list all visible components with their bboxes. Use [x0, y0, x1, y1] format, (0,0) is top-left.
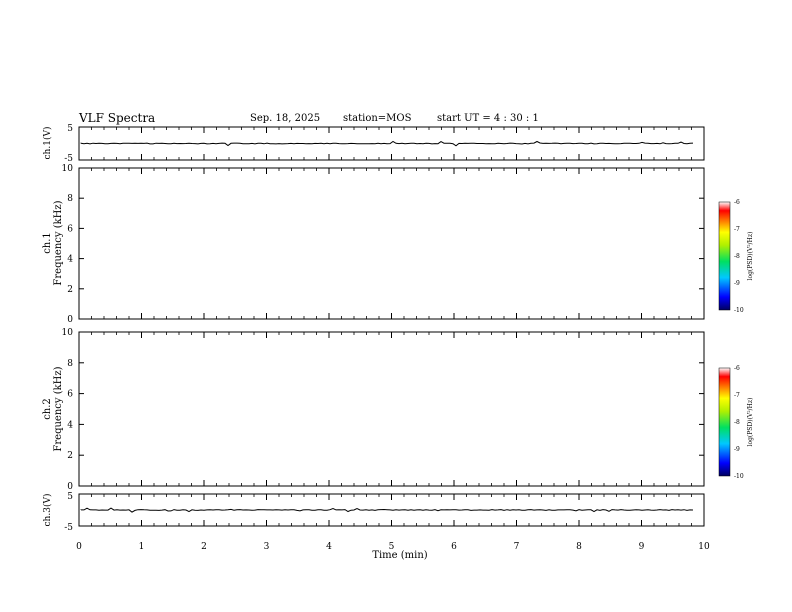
ch3-wave-ytick-bottom: -5	[64, 523, 73, 533]
ch1-spec-ylabel-freq: Frequency (kHz)	[53, 200, 64, 285]
ch1-waveform-trace	[80, 140, 694, 147]
ch2-colorbar-label: log(PSD)(V²/Hz)	[747, 398, 754, 447]
start-time-label: start UT = 4 : 30 : 1	[437, 113, 539, 124]
ytick-label: 2	[67, 285, 73, 295]
ch2-spec-ylabel-freq: Frequency (kHz)	[53, 366, 64, 451]
ch2-spec-ytick-group: 0 2 4 6 8 10	[62, 328, 704, 492]
time-axis-ticks: 0 1 2 3 4 5 6 7 8 9 10	[76, 127, 710, 552]
ch1-wave-ytick-top: 5	[67, 124, 73, 134]
colorbar-tick-label: -7	[734, 392, 740, 399]
ytick-label: 10	[62, 164, 74, 174]
colorbar-tick-label: -9	[734, 280, 740, 287]
ch2-spec-ylabel-channel: ch.2	[42, 398, 53, 420]
ytick-label: 10	[62, 328, 74, 338]
ch1-colorbar	[718, 201, 731, 311]
figure-title: VLF Spectra	[79, 111, 156, 125]
ytick-label: 0	[67, 315, 73, 325]
colorbar-tick-label: -9	[734, 446, 740, 453]
ch2-colorbar-ticks: -6 -7 -8 -9 -10	[734, 365, 744, 480]
ch1-wave-ylabel: ch.1(V)	[42, 127, 53, 160]
ch2-colorbar	[718, 367, 731, 477]
colorbar-tick-label: -6	[734, 365, 740, 372]
ch1-wave-ytick-group: 5 -5	[64, 124, 73, 164]
ch3-waveform-panel: 5 -5 ch.3(V) 0 1 2 3 4 5 6 7 8 9 10 Time (min)	[42, 127, 710, 561]
ch1-spec-ylabel-channel: ch.1	[42, 232, 53, 254]
colorbar-tick-label: -8	[734, 419, 740, 426]
ch1-wave-ytick-bottom: -5	[64, 154, 73, 164]
ytick-label: 6	[67, 224, 73, 234]
ytick-label: 4	[67, 420, 73, 430]
colorbar-tick-label: -10	[734, 307, 744, 314]
station-label: station=MOS	[343, 113, 412, 124]
date-label: Sep. 18, 2025	[250, 113, 321, 124]
colorbar-tick-label: -7	[734, 226, 740, 233]
ch1-colorbar-label: log(PSD)(V²/Hz)	[747, 232, 754, 281]
ch1-spec-ytick-group: 0 2 4 6 8 10	[62, 164, 704, 325]
ytick-label: 0	[67, 482, 73, 492]
colorbar-tick-label: -8	[734, 253, 740, 260]
colorbar-tick-label: -10	[734, 473, 744, 480]
ch1-spectrogram-panel: 0 2 4 6 8 10 ch.1 Frequency (kHz) -6 -7 -8 -9 -10…	[42, 164, 754, 325]
ch3-wave-ylabel: ch.3(V)	[42, 494, 53, 527]
ch3-wave-ytick-top: 5	[67, 492, 73, 502]
ytick-label: 4	[67, 255, 73, 265]
ytick-label: 8	[67, 359, 73, 369]
ch2-spectrogram-panel: 0 2 4 6 8 10 ch.2 Frequency (kHz) -6 -7 -8 -9 -10…	[42, 328, 754, 492]
ytick-label: 6	[67, 390, 73, 400]
ytick-label: 8	[67, 194, 73, 204]
ch3-waveform-trace	[80, 507, 694, 513]
ytick-label: 2	[67, 451, 73, 461]
ch1-colorbar-ticks: -6 -7 -8 -9 -10	[734, 199, 744, 314]
colorbar-tick-label: -6	[734, 199, 740, 206]
